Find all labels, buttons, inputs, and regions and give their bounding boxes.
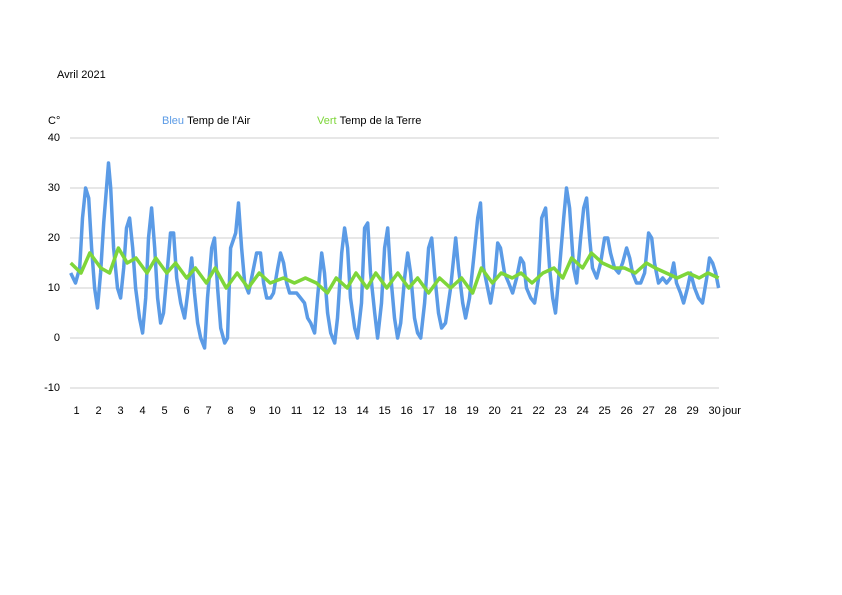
x-tick-label: 22: [532, 405, 544, 417]
x-tick-label: 13: [334, 405, 346, 417]
series-line: [69, 246, 720, 295]
y-axis-label: C°: [48, 115, 60, 127]
x-tick-label: 10: [268, 405, 280, 417]
x-tick-label: 29: [686, 405, 698, 417]
x-tick-label: 14: [356, 405, 368, 417]
x-tick-label: 6: [184, 405, 190, 417]
x-tick-label: 28: [664, 405, 676, 417]
x-tick-label: 7: [206, 405, 212, 417]
chart-title: Avril 2021: [57, 69, 106, 81]
x-tick-label: 2: [96, 405, 102, 417]
x-tick-label: 21: [510, 405, 522, 417]
y-tick-label: 20: [48, 232, 60, 244]
x-tick-label: 12: [312, 405, 324, 417]
x-tick-label: 20: [488, 405, 500, 417]
y-tick-label: 40: [48, 132, 60, 144]
legend-entry: Vert Temp de la Terre: [317, 115, 421, 127]
x-tick-label: 15: [378, 405, 390, 417]
x-tick-label: 5: [162, 405, 168, 417]
x-tick-label: 23: [554, 405, 566, 417]
x-tick-label: 17: [422, 405, 434, 417]
x-tick-label: 11: [291, 405, 302, 417]
x-tick-label: 18: [444, 405, 456, 417]
series-line: [69, 161, 721, 350]
y-tick-label: 30: [48, 182, 60, 194]
x-axis-label: jour: [722, 405, 742, 417]
x-tick-label: 4: [140, 405, 146, 417]
y-tick-label: -10: [44, 382, 60, 394]
x-tick-label: 30: [708, 405, 720, 417]
x-tick-label: 27: [642, 405, 654, 417]
x-tick-label: 9: [250, 405, 256, 417]
y-tick-label: 0: [54, 332, 60, 344]
x-tick-label: 1: [74, 405, 80, 417]
x-tick-label: 25: [598, 405, 610, 417]
legend-name: Temp de la Terre: [340, 115, 422, 127]
y-tick-label: 10: [48, 282, 60, 294]
x-tick-label: 3: [118, 405, 124, 417]
x-tick-label: 8: [228, 405, 234, 417]
x-tick-label: 24: [576, 405, 588, 417]
legend-color-label: Bleu: [162, 115, 184, 127]
x-tick-label: 16: [400, 405, 412, 417]
x-tick-label: 26: [620, 405, 632, 417]
x-tick-label: 19: [466, 405, 478, 417]
legend-entry: Bleu Temp de l'Air: [162, 115, 251, 127]
legend-name: Temp de l'Air: [187, 115, 251, 127]
legend-color-label: Vert: [317, 115, 337, 127]
